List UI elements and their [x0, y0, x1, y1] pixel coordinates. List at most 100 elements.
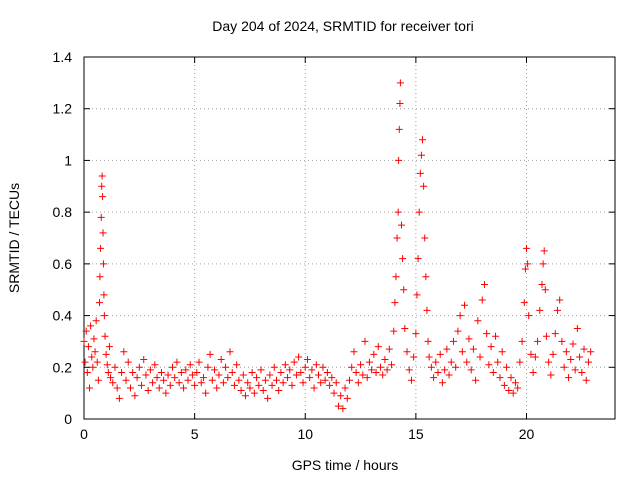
- data-point-plus: [476, 353, 484, 361]
- data-point-plus: [421, 234, 429, 242]
- data-point-plus: [365, 358, 373, 366]
- data-point-plus: [103, 361, 111, 369]
- data-point-plus: [199, 374, 207, 382]
- data-point-plus: [498, 348, 506, 356]
- data-point-plus: [422, 273, 430, 281]
- data-point-plus: [81, 358, 89, 366]
- data-point-plus: [403, 348, 411, 356]
- data-point-plus: [142, 371, 150, 379]
- data-point-plus: [224, 374, 232, 382]
- data-point-plus: [279, 379, 287, 387]
- x-tick-label: 5: [191, 426, 199, 442]
- data-point-plus: [492, 332, 500, 340]
- data-point-plus: [461, 301, 469, 309]
- data-point-plus: [290, 358, 298, 366]
- data-point-plus: [458, 348, 466, 356]
- data-point-plus: [354, 379, 362, 387]
- data-point-plus: [393, 234, 401, 242]
- data-point-plus: [525, 312, 533, 320]
- data-point-plus: [370, 350, 378, 358]
- data-point-plus: [582, 376, 590, 384]
- data-point-plus: [514, 384, 522, 392]
- data-point-plus: [101, 332, 109, 340]
- data-point-plus: [469, 345, 477, 353]
- data-point-plus: [413, 291, 421, 299]
- y-tick-label: 1.2: [53, 101, 73, 117]
- data-point-plus: [424, 337, 432, 345]
- data-point-plus: [164, 371, 172, 379]
- data-point-plus: [129, 368, 137, 376]
- data-point-plus: [191, 381, 199, 389]
- data-point-plus: [102, 350, 110, 358]
- data-point-plus: [140, 356, 148, 364]
- data-point-plus: [511, 379, 519, 387]
- data-point-plus: [275, 387, 283, 395]
- data-point-plus: [94, 376, 102, 384]
- data-point-plus: [328, 374, 336, 382]
- y-tick-label: 1.4: [53, 49, 73, 65]
- data-point-plus: [104, 368, 112, 376]
- data-point-plus: [109, 379, 117, 387]
- data-point-plus: [494, 358, 502, 366]
- data-point-plus: [536, 306, 544, 314]
- data-point-plus: [175, 379, 183, 387]
- data-point-plus: [98, 182, 106, 190]
- data-point-plus: [388, 361, 396, 369]
- data-point-plus: [520, 299, 528, 307]
- data-point-plus: [540, 247, 548, 255]
- y-tick-label: 0.2: [53, 359, 73, 375]
- data-point-plus: [208, 376, 216, 384]
- x-tick-label: 20: [519, 426, 535, 442]
- x-tick-label: 15: [408, 426, 424, 442]
- data-point-plus: [299, 379, 307, 387]
- data-point-plus: [539, 260, 547, 268]
- data-point-plus: [432, 358, 440, 366]
- x-tick-label: 10: [297, 426, 313, 442]
- data-point-plus: [131, 392, 139, 400]
- data-point-plus: [399, 255, 407, 263]
- data-point-plus: [100, 312, 108, 320]
- data-point-plus: [160, 376, 168, 384]
- data-point-plus: [534, 337, 542, 345]
- data-point-plus: [396, 100, 404, 108]
- data-point-plus: [368, 366, 376, 374]
- data-point-plus: [204, 363, 212, 371]
- data-point-plus: [228, 368, 236, 376]
- data-point-plus: [124, 358, 132, 366]
- data-point-plus: [237, 387, 245, 395]
- data-point-plus: [401, 325, 409, 332]
- data-point-plus: [253, 374, 261, 382]
- data-point-plus: [233, 361, 241, 369]
- data-point-plus: [315, 371, 323, 379]
- data-point-plus: [551, 330, 559, 338]
- data-point-plus: [465, 335, 473, 343]
- data-point-plus: [507, 374, 515, 382]
- data-point-plus: [531, 353, 539, 361]
- data-point-plus: [503, 363, 511, 371]
- data-point-plus: [420, 182, 428, 190]
- data-point-plus: [343, 394, 351, 402]
- data-point-plus: [135, 363, 143, 371]
- data-point-plus: [202, 389, 210, 397]
- data-point-plus: [556, 296, 564, 304]
- data-point-plus: [99, 193, 107, 201]
- data-point-plus: [126, 384, 134, 392]
- data-point-plus: [538, 281, 546, 289]
- data-point-plus: [383, 366, 391, 374]
- data-point-plus: [330, 389, 338, 397]
- data-point-plus: [496, 374, 504, 382]
- y-tick-label: 0.6: [53, 256, 73, 272]
- data-point-plus: [567, 356, 575, 364]
- data-point-plus: [456, 312, 464, 320]
- data-point-plus: [441, 366, 449, 374]
- data-point-plus: [580, 345, 588, 353]
- data-point-plus: [215, 371, 223, 379]
- data-point-plus: [82, 327, 90, 335]
- data-point-plus: [549, 350, 557, 358]
- data-point-plus: [392, 273, 400, 281]
- data-point-plus: [157, 368, 165, 376]
- data-point-plus: [303, 356, 311, 364]
- data-point-plus: [162, 389, 170, 397]
- data-point-plus: [397, 221, 405, 229]
- data-point-plus: [99, 229, 107, 237]
